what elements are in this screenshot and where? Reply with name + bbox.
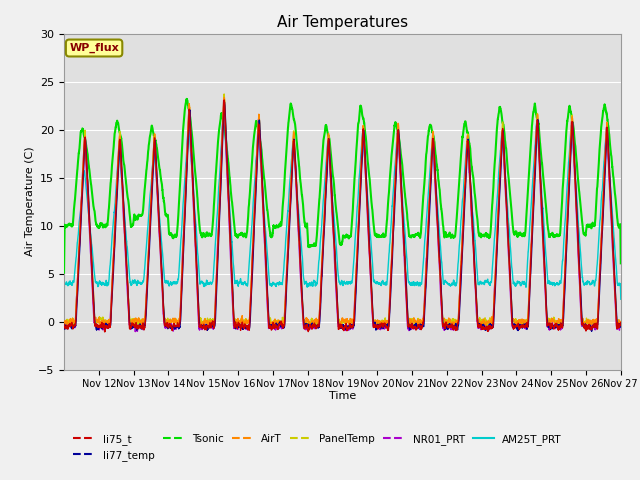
Legend: li75_t, li77_temp, Tsonic, AirT, PanelTemp, NR01_PRT, AM25T_PRT: li75_t, li77_temp, Tsonic, AirT, PanelTe… [69,430,566,465]
Text: WP_flux: WP_flux [69,43,119,53]
Y-axis label: Air Temperature (C): Air Temperature (C) [25,147,35,256]
X-axis label: Time: Time [329,391,356,401]
Title: Air Temperatures: Air Temperatures [277,15,408,30]
